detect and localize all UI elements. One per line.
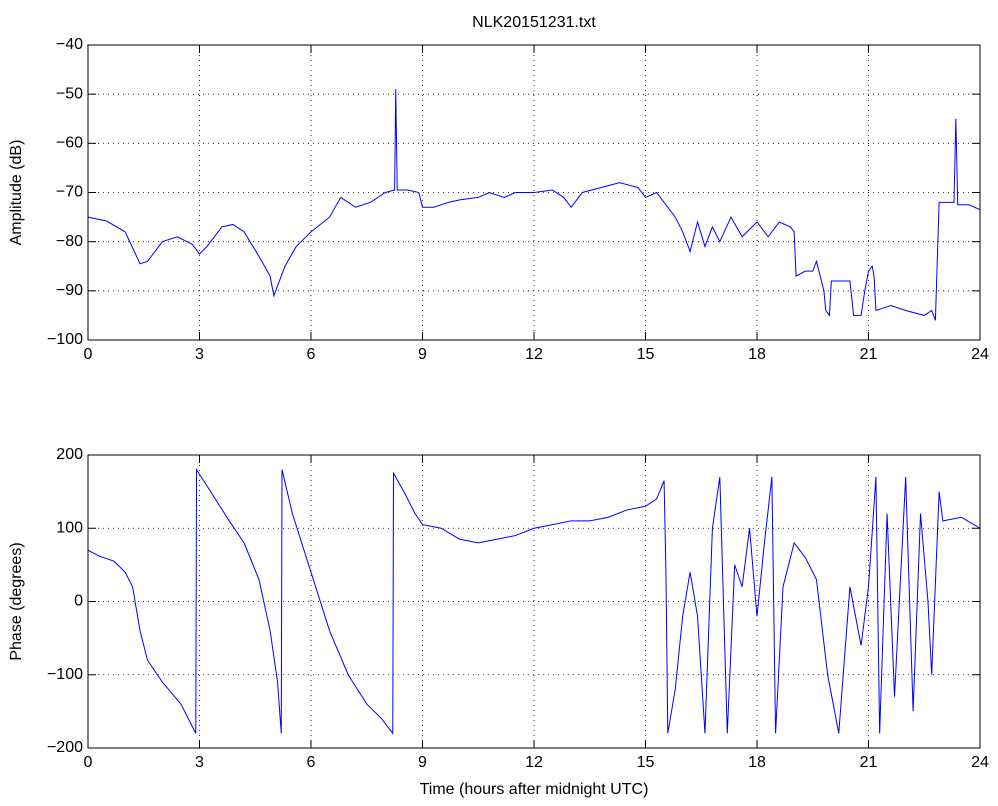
x-tick-label: 3 — [195, 754, 204, 771]
x-tick-label: 6 — [307, 754, 316, 771]
y-axis-label: Phase (degrees) — [8, 542, 25, 660]
x-tick-label: 24 — [971, 346, 989, 363]
x-axis-label: Time (hours after midnight UTC) — [420, 781, 649, 798]
y-tick-label: 0 — [74, 593, 83, 610]
x-tick-label: 12 — [525, 346, 543, 363]
y-axis-label: Amplitude (dB) — [8, 140, 25, 246]
x-tick-label: 15 — [637, 346, 655, 363]
x-tick-label: 18 — [748, 754, 766, 771]
y-tick-label: −60 — [56, 135, 83, 152]
data-line — [87, 467, 981, 735]
x-tick-label: 3 — [195, 346, 204, 363]
x-tick-label: 9 — [418, 346, 427, 363]
x-tick-label: 9 — [418, 754, 427, 771]
y-tick-label: −90 — [56, 282, 83, 299]
chart-title: NLK20151231.txt — [472, 14, 596, 31]
x-tick-label: 0 — [84, 346, 93, 363]
x-tick-label: 12 — [525, 754, 543, 771]
x-tick-label: 21 — [860, 346, 878, 363]
y-tick-label: −50 — [56, 85, 83, 102]
x-tick-label: 18 — [748, 346, 766, 363]
x-tick-label: 6 — [307, 346, 316, 363]
y-tick-label: 100 — [56, 519, 83, 536]
x-tick-label: 0 — [84, 754, 93, 771]
x-tick-label: 15 — [637, 754, 655, 771]
x-tick-label: 24 — [971, 754, 989, 771]
plot-frame — [87, 454, 981, 749]
y-tick-label: −200 — [47, 739, 83, 756]
y-tick-label: −40 — [56, 36, 83, 53]
y-tick-label: −70 — [56, 184, 83, 201]
x-tick-label: 21 — [860, 754, 878, 771]
data-line — [87, 89, 981, 321]
y-tick-label: −100 — [47, 666, 83, 683]
y-tick-label: −100 — [47, 331, 83, 348]
y-tick-label: −80 — [56, 233, 83, 250]
plot-frame — [87, 44, 981, 341]
y-tick-label: 200 — [56, 446, 83, 463]
